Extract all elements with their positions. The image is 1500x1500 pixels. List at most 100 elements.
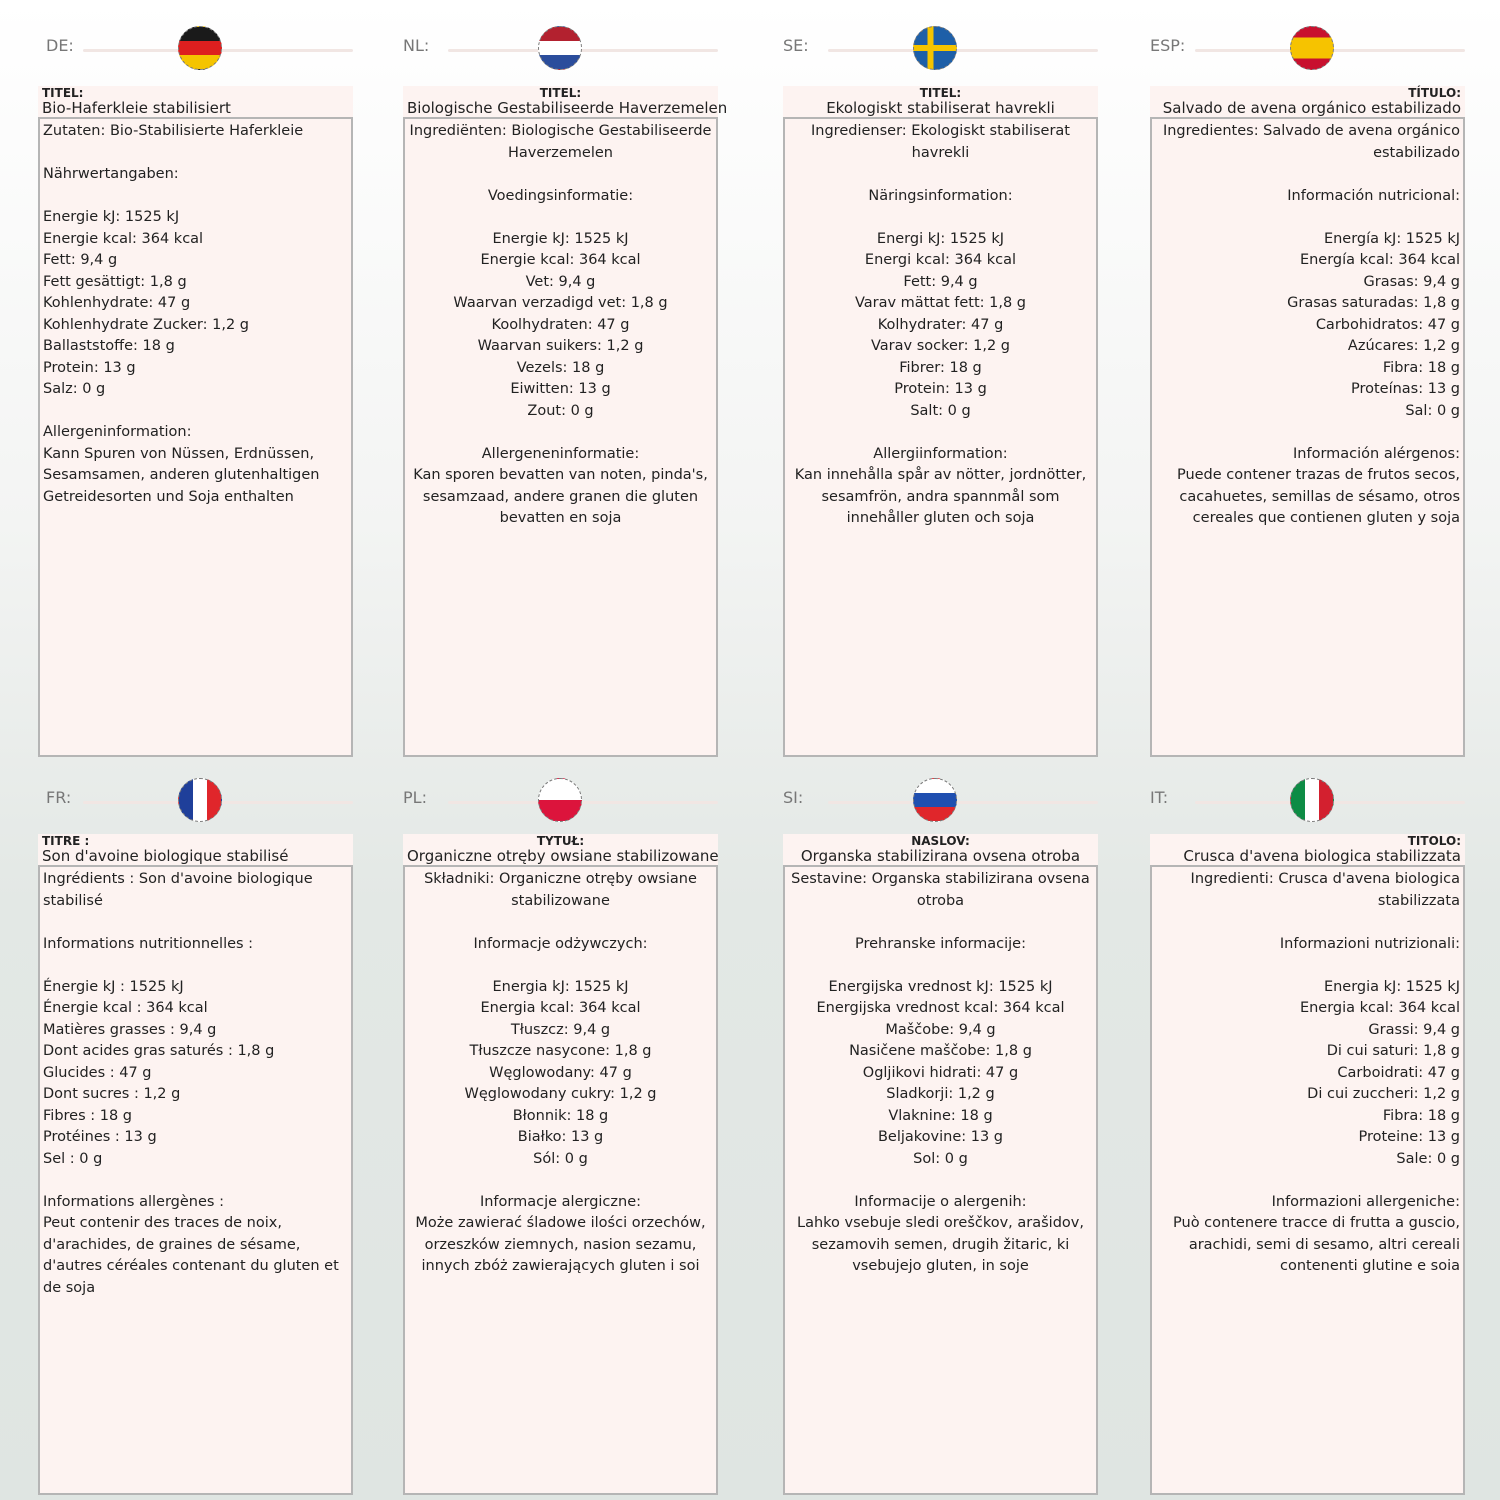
info-line: Sel : 0 g	[43, 1150, 103, 1167]
info-line	[408, 422, 713, 444]
info-line: Di cui saturi: 1,8 g	[1326, 1043, 1460, 1059]
title-block: NASLOV: Organska stabilizirana ovsena ot…	[783, 834, 1098, 865]
info-line: Nährwertangaben:	[43, 166, 179, 182]
info-line: Fett: 9,4 g	[43, 252, 118, 268]
info-line: d'arachides, de graines de sésame,	[43, 1236, 301, 1253]
info-line: Energia kJ: 1525 kJ	[492, 978, 629, 995]
language-code: PL:	[403, 788, 427, 807]
title-block: TÍTULO: Salvado de avena orgánico estabi…	[1150, 86, 1465, 117]
language-header: SI:	[783, 778, 1098, 860]
info-line: orzeszków ziemnych, nasion sezamu,	[424, 1236, 697, 1253]
info-line: Allergiinformation:	[873, 445, 1008, 462]
info-box: Ingrédients : Son d'avoine biologique sta…	[38, 865, 353, 1495]
product-title: Ekologiskt stabiliserat havrekli	[826, 99, 1055, 117]
language-header: SE:	[783, 26, 1098, 108]
info-line: innehåller gluten och soja	[846, 510, 1035, 526]
info-line: Węglowodany: 47 g	[489, 1064, 632, 1081]
info-line: Beljakovine: 13 g	[877, 1129, 1004, 1145]
info-line: Energie kcal: 364 kcal	[43, 230, 204, 247]
info-line	[1155, 955, 1460, 977]
info-line: Energijska vrednost kcal: 364 kcal	[816, 1000, 1065, 1016]
title-block: TITRE : Son d'avoine biologique stabilis…	[38, 834, 353, 865]
info-line: Maščobe: 9,4 g	[885, 1021, 996, 1038]
info-line: Energi kcal: 364 kcal	[864, 252, 1017, 268]
title-label: TITRE :	[42, 834, 90, 848]
title-label: TITEL:	[42, 86, 84, 100]
info-line: estabilizado	[1373, 144, 1460, 161]
info-line	[408, 164, 713, 186]
info-line: de soja	[43, 1279, 96, 1296]
info-line: Ogljikovi hidrati: 47 g	[862, 1064, 1019, 1081]
info-line: Kan innehålla spår av nötter, jordnötter…	[794, 467, 1087, 483]
info-line: Sol: 0 g	[913, 1150, 968, 1167]
info-line: Węglowodany cukry: 1,2 g	[464, 1086, 657, 1102]
info-line: Koolhydraten: 47 g	[491, 316, 630, 333]
info-line: Sesamsamen, anderen glutenhaltigen	[43, 467, 320, 483]
language-header: NL:	[403, 26, 718, 108]
language-code: DE:	[46, 36, 74, 55]
info-line: Protéines : 13 g	[43, 1129, 157, 1145]
info-line: Può contenere tracce di frutta a guscio,	[1173, 1215, 1460, 1231]
info-line: Salz: 0 g	[43, 381, 106, 397]
info-line	[788, 207, 1093, 229]
language-header: IT:	[1150, 778, 1465, 860]
info-line: Tłuszcz: 9,4 g	[510, 1021, 611, 1038]
info-line: Zutaten: Bio-Stabilisierte Haferkleie	[43, 123, 304, 139]
info-line: Energía kJ: 1525 kJ	[1323, 230, 1460, 247]
info-line: Energía kcal: 364 kcal	[1299, 252, 1460, 268]
title-block: TITEL: Bio-Haferkleie stabilisiert	[38, 86, 353, 117]
language-code: FR:	[46, 788, 72, 807]
info-line: Protein: 13 g	[894, 381, 987, 397]
info-line	[788, 955, 1093, 977]
info-line: Fibrer: 18 g	[899, 359, 982, 376]
info-line: sesamzaad, andere granen die gluten	[422, 488, 699, 505]
info-line	[43, 186, 348, 208]
info-line	[788, 164, 1093, 186]
language-code: SE:	[783, 36, 809, 55]
title-label: NASLOV:	[911, 834, 970, 848]
info-line: Peut contenir des traces de noix,	[43, 1215, 282, 1231]
divider-line	[828, 801, 1098, 804]
title-label: TYTUŁ:	[536, 834, 585, 848]
info-box: Składniki: Organiczne otręby owsiane stab…	[403, 865, 718, 1495]
info-line: Varav mättat fett: 1,8 g	[854, 295, 1027, 311]
info-line: Waarvan suikers: 1,2 g	[477, 338, 644, 354]
product-title: Son d'avoine biologique stabilisé	[42, 847, 289, 865]
info-line: Información nutricional:	[1287, 187, 1460, 204]
info-line: Carboidrati: 47 g	[1337, 1064, 1460, 1081]
info-line: otroba	[916, 892, 965, 909]
info-line: Sól: 0 g	[533, 1150, 588, 1167]
flag-si-icon	[913, 778, 957, 822]
product-title: Bio-Haferkleie stabilisiert	[42, 99, 231, 117]
info-line: Haverzemelen	[508, 144, 613, 161]
info-line	[1155, 1170, 1460, 1192]
info-line: Sal: 0 g	[1405, 402, 1460, 419]
info-line: sesamfrön, andra spannmål som	[821, 488, 1060, 505]
language-code: IT:	[1150, 788, 1169, 807]
info-line: Informations allergènes :	[43, 1193, 224, 1210]
info-line: innych zbóż zawierających gluten i soi	[421, 1258, 700, 1274]
info-line: Kohlenhydrate Zucker: 1,2 g	[43, 316, 249, 333]
info-line: Energia kcal: 364 kcal	[1299, 1000, 1460, 1016]
info-line: Énergie kJ : 1525 kJ	[43, 978, 184, 995]
title-block: TITEL: Ekologiskt stabiliserat havrekli	[783, 86, 1098, 117]
info-line: Ballaststoffe: 18 g	[43, 338, 175, 354]
product-title: Biologische Gestabiliseerde Haverzemelen	[407, 99, 728, 117]
info-line: Składniki: Organiczne otręby owsiane	[424, 871, 697, 887]
info-line: Kann Spuren von Nüssen, Erdnüssen,	[43, 445, 315, 462]
info-line: Ingredienser: Ekologiskt stabiliserat	[811, 123, 1070, 139]
info-line: Salt: 0 g	[910, 402, 971, 419]
info-line: Sestavine: Organska stabilizirana ovsena	[791, 871, 1090, 887]
language-header: DE:	[38, 26, 353, 108]
info-line: Tłuszcze nasycone: 1,8 g	[469, 1043, 652, 1059]
info-line: Getreidesorten und Soja enthalten	[43, 488, 294, 505]
divider-line	[828, 49, 1098, 52]
info-line	[408, 955, 713, 977]
info-line: arachidi, semi di sesamo, altri cereali	[1188, 1236, 1460, 1253]
info-line	[1155, 912, 1460, 934]
info-line: Informacije o alergenih:	[854, 1193, 1027, 1210]
divider-line	[448, 49, 718, 52]
info-line: Näringsinformation:	[868, 187, 1013, 204]
info-line: Vezels: 18 g	[516, 359, 605, 376]
info-line: Ingredienti: Crusca d'avena biologica	[1190, 871, 1460, 887]
